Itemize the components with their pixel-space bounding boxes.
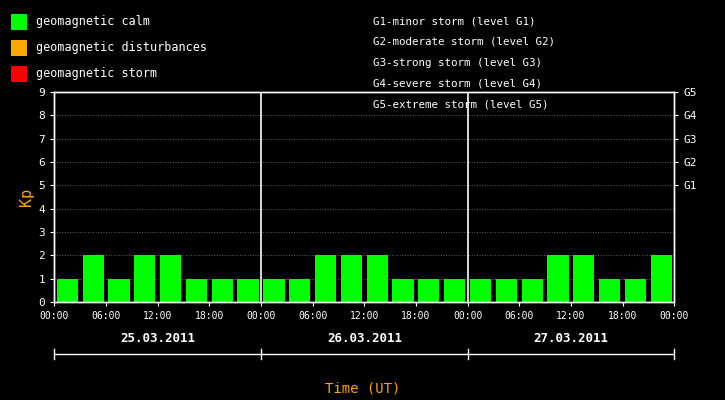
Bar — [444, 279, 465, 302]
Bar — [573, 255, 594, 302]
Bar — [418, 279, 439, 302]
Bar — [186, 279, 207, 302]
Bar — [315, 255, 336, 302]
Text: G4-severe storm (level G4): G4-severe storm (level G4) — [373, 78, 542, 88]
Bar — [496, 279, 517, 302]
Bar — [341, 255, 362, 302]
Text: geomagnetic calm: geomagnetic calm — [36, 16, 149, 28]
Text: G5-extreme storm (level G5): G5-extreme storm (level G5) — [373, 99, 549, 109]
Y-axis label: Kp: Kp — [20, 188, 34, 206]
Bar — [547, 255, 568, 302]
Bar — [212, 279, 233, 302]
Bar — [470, 279, 491, 302]
Bar — [625, 279, 646, 302]
Bar — [108, 279, 130, 302]
Bar — [367, 255, 388, 302]
Bar — [83, 255, 104, 302]
Bar — [521, 279, 543, 302]
Text: G1-minor storm (level G1): G1-minor storm (level G1) — [373, 16, 536, 26]
Text: geomagnetic storm: geomagnetic storm — [36, 68, 157, 80]
Text: geomagnetic disturbances: geomagnetic disturbances — [36, 42, 207, 54]
Text: 25.03.2011: 25.03.2011 — [120, 332, 195, 344]
Bar — [263, 279, 284, 302]
Text: G3-strong storm (level G3): G3-strong storm (level G3) — [373, 58, 542, 68]
Bar — [392, 279, 414, 302]
Bar — [289, 279, 310, 302]
Bar — [651, 255, 672, 302]
Bar — [160, 255, 181, 302]
Bar — [238, 279, 259, 302]
Bar — [57, 279, 78, 302]
Bar — [134, 255, 155, 302]
Text: Time (UT): Time (UT) — [325, 382, 400, 396]
Text: 26.03.2011: 26.03.2011 — [327, 332, 402, 344]
Text: G2-moderate storm (level G2): G2-moderate storm (level G2) — [373, 37, 555, 47]
Bar — [599, 279, 621, 302]
Text: 27.03.2011: 27.03.2011 — [534, 332, 608, 344]
